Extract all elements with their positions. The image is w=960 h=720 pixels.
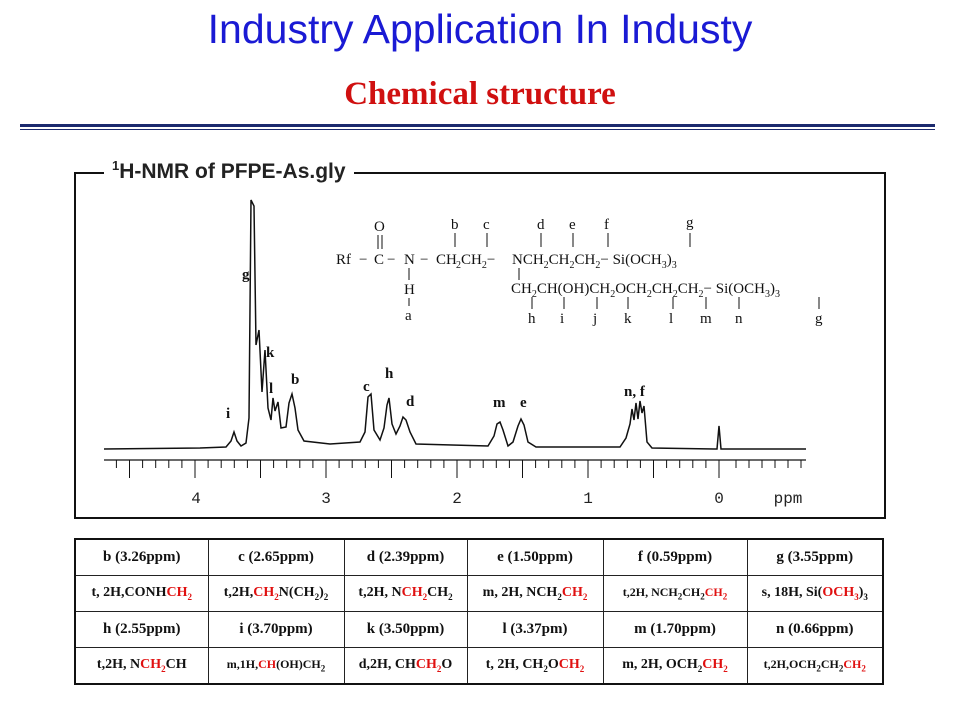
locant-m: m <box>700 311 712 327</box>
locant-n: n <box>735 311 743 327</box>
label-a: a <box>405 308 412 324</box>
x-tick-1: 1 <box>583 490 593 508</box>
figure-label: 1H-NMR of PFPE-As.gly <box>104 158 354 184</box>
locant-g-top: g <box>686 215 694 231</box>
locant-f: f <box>604 217 609 233</box>
peak-label-c: c <box>363 379 370 395</box>
peak-label-e: e <box>520 395 527 411</box>
peak-assignment-cell: s, 18H, Si(OCH3)3 <box>746 575 884 612</box>
peak-shift-cell: h (2.55ppm) <box>74 611 209 648</box>
peak-shift-cell: b (3.26ppm) <box>74 538 209 576</box>
chemical-structure: O Rf − C − N − CH2CH2− NCH2CH2CH2− Si(OCH3)3… <box>336 215 823 327</box>
title-divider-thin <box>20 129 935 130</box>
peak-label-b: b <box>291 372 299 388</box>
peak-assignment-cell: t,2H, NCH2CH <box>74 647 209 685</box>
peak-shift-cell: n (0.66ppm) <box>746 611 884 648</box>
page-subtitle: Chemical structure <box>344 76 616 112</box>
peak-label-g: g <box>242 267 250 283</box>
x-tick-3: 3 <box>321 490 331 508</box>
locant-g-bottom: g <box>815 311 823 327</box>
chain-top: − C − N − CH2CH2− NCH2CH2CH2− Si(OCH3)3 <box>359 252 677 271</box>
peak-shift-cell: k (3.50ppm) <box>343 611 468 648</box>
x-axis-unit: ppm <box>774 490 803 508</box>
x-axis-ticks <box>115 460 802 478</box>
peak-label-m: m <box>493 395 506 411</box>
peak-label-d: d <box>406 394 415 410</box>
peak-assignment-cell: t,2H, NCH2CH2CH2 <box>602 575 748 612</box>
peak-label-l: l <box>269 381 273 397</box>
peak-label-i: i <box>226 406 230 422</box>
locant-l: l <box>669 311 673 327</box>
peak-assignment-cell: m,1H,CH(OH)CH2 <box>207 647 345 685</box>
x-tick-2: 2 <box>452 490 462 508</box>
peak-assignment-cell: t, 2H,CONHCH2 <box>74 575 209 612</box>
peak-assignment-cell: t, 2H, CH2OCH2 <box>466 647 604 685</box>
peak-label-k: k <box>266 345 275 361</box>
page-title: Industry Application In Industy <box>207 6 753 52</box>
peak-assignment-cell: d,2H, CHCH2O <box>343 647 468 685</box>
locant-h: h <box>528 311 536 327</box>
spectrum-trace <box>103 199 806 450</box>
locant-e: e <box>569 217 576 233</box>
peak-shift-cell: m (1.70ppm) <box>602 611 748 648</box>
table-header-row: b (3.26ppm) c (2.65ppm) d (2.39ppm) e (1.50… <box>74 538 884 576</box>
peak-assignment-cell: t,2H,CH2N(CH2)2 <box>207 575 345 612</box>
table-header-row: h (2.55ppm) i (3.70ppm) k (3.50ppm) l (3.37… <box>74 611 884 648</box>
locant-i: i <box>560 311 564 327</box>
table-row: t,2H, NCH2CH m,1H,CH(OH)CH2 d,2H, CHCH2O t,… <box>74 647 884 685</box>
peak-shift-cell: g (3.55ppm) <box>746 538 884 576</box>
peak-assignment-cell: t,2H, NCH2CH2 <box>343 575 468 612</box>
locant-k: k <box>624 311 632 327</box>
peak-shift-cell: f (0.59ppm) <box>602 538 748 576</box>
peak-label-nf: n, f <box>624 384 646 400</box>
locant-j: j <box>592 311 597 327</box>
peak-shift-cell: i (3.70ppm) <box>207 611 345 648</box>
peak-shift-cell: d (2.39ppm) <box>343 538 468 576</box>
peak-assignment-cell: t,2H,OCH2CH2CH2 <box>746 647 884 685</box>
title-divider <box>20 124 935 127</box>
peak-shift-cell: e (1.50ppm) <box>466 538 604 576</box>
chain-bottom: CH2CH(OH)CH2OCH2CH2CH2− Si(OCH3)3 <box>511 281 780 300</box>
locant-d: d <box>537 217 545 233</box>
locant-b: b <box>451 217 459 233</box>
peak-shift-cell: l (3.37pm) <box>466 611 604 648</box>
locant-c: c <box>483 217 490 233</box>
peak-shift-cell: c (2.65ppm) <box>207 538 345 576</box>
x-tick-4: 4 <box>191 490 201 508</box>
rf-group: Rf <box>336 252 351 268</box>
amide-hydrogen: H <box>404 282 415 298</box>
peak-assignment-cell: m, 2H, NCH2CH2 <box>466 575 604 612</box>
table-row: t, 2H,CONHCH2 t,2H,CH2N(CH2)2 t,2H, NCH2CH… <box>74 575 884 612</box>
peak-assignment-table: b (3.26ppm) c (2.65ppm) d (2.39ppm) e (1.50… <box>74 538 884 685</box>
carbonyl-oxygen: O <box>374 219 385 235</box>
x-tick-0: 0 <box>714 490 724 508</box>
peak-label-h: h <box>385 366 394 382</box>
nmr-figure-frame <box>74 172 886 519</box>
peak-assignment-cell: m, 2H, OCH2CH2 <box>602 647 748 685</box>
